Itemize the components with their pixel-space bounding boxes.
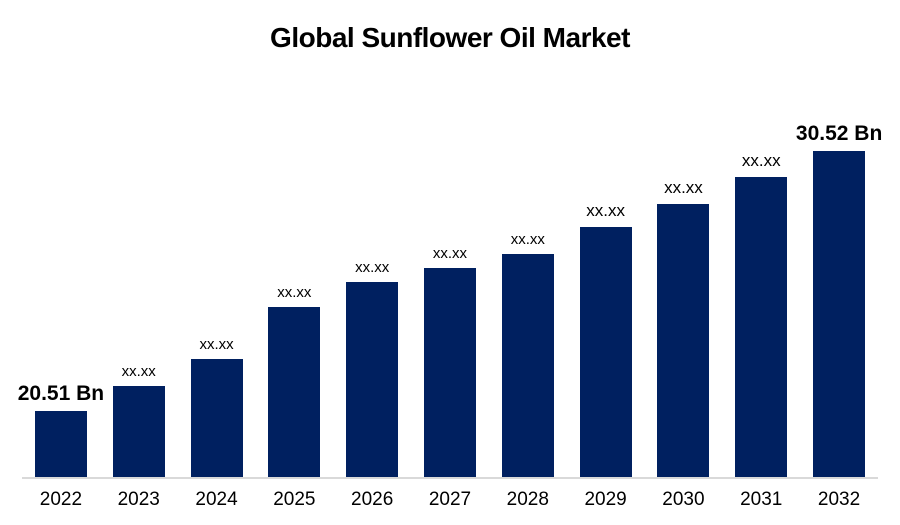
bar-group-2031: xx.xx: [722, 152, 800, 477]
bar-value-label: xx.xx: [277, 283, 312, 301]
bar-group-2032: 30.52 Bn: [796, 122, 882, 477]
bar: [112, 386, 165, 477]
x-axis-label: 2032: [817, 489, 861, 510]
x-axis-label: 2025: [273, 489, 316, 510]
bar-value-label: xx.xx: [432, 244, 468, 262]
bar-value-label: xx.xx: [741, 151, 781, 171]
bar-value-label: 30.52 Bn: [795, 121, 883, 145]
bar-group-2030: xx.xx: [645, 179, 723, 477]
x-axis-label: 2026: [351, 489, 394, 510]
bar: [501, 254, 554, 477]
bar-group-2024: xx.xx: [178, 335, 256, 477]
bar: [268, 307, 321, 477]
x-axis-label: 2031: [740, 489, 783, 510]
x-axis-label: 2023: [117, 489, 160, 510]
bar: [735, 177, 788, 477]
bar-value-label: xx.xx: [664, 178, 703, 198]
bar: [657, 204, 710, 477]
bar: [346, 282, 399, 477]
bar: [579, 227, 632, 477]
x-axis-label: 2028: [506, 489, 549, 510]
bar-value-label: xx.xx: [355, 258, 390, 276]
bar-group-2026: xx.xx: [333, 258, 411, 477]
x-axis-label: 2024: [195, 489, 238, 510]
bar: [34, 411, 87, 477]
bar-value-label: xx.xx: [586, 201, 625, 221]
bar-value-label: xx.xx: [510, 230, 545, 248]
bar-group-2029: xx.xx: [567, 202, 645, 477]
x-axis-label: 2027: [428, 489, 472, 510]
x-axis-label: 2029: [584, 489, 627, 510]
bar-value-label: 20.51 Bn: [17, 381, 105, 405]
bar-value-label: xx.xx: [199, 335, 234, 353]
x-axis-labels: 2022 2023 2024 2025 2026 2027 2028 2029 2030 2031…: [22, 489, 878, 511]
bar-group-2025: xx.xx: [255, 283, 333, 477]
bar: [813, 151, 866, 477]
bar: [423, 268, 476, 477]
chart-title: Global Sunflower Oil Market: [270, 22, 630, 53]
x-axis-label: 2022: [39, 489, 83, 510]
bar: [190, 359, 243, 477]
bar-value-label: xx.xx: [121, 362, 156, 380]
x-axis-label: 2030: [662, 489, 705, 510]
bar-group-2027: xx.xx: [411, 244, 489, 477]
bar-group-2028: xx.xx: [489, 230, 567, 477]
bar-group-2023: xx.xx: [100, 362, 178, 477]
x-axis-line: [22, 477, 878, 479]
bar-group-2022: 20.51 Bn: [18, 382, 104, 477]
